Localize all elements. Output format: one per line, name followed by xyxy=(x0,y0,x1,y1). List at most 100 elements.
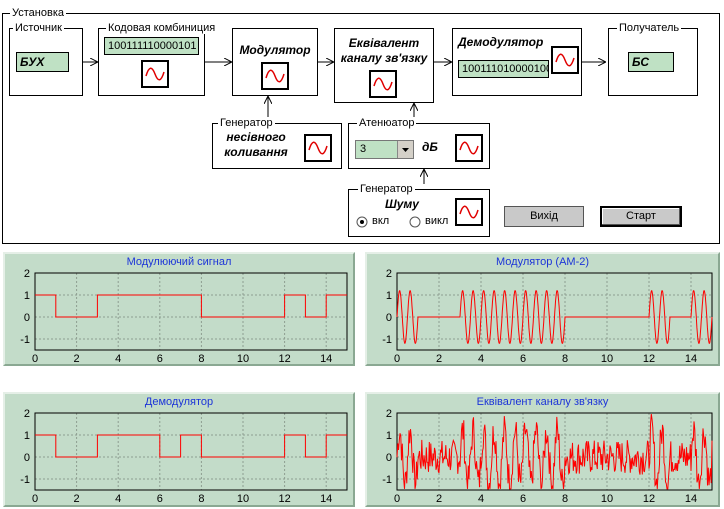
x-tick-label: 8 xyxy=(198,493,204,505)
x-tick-label: 4 xyxy=(115,353,121,365)
modulator-signal-button[interactable] xyxy=(261,62,289,90)
sine-icon xyxy=(555,53,575,67)
x-tick-label: 2 xyxy=(74,493,80,505)
sine-icon xyxy=(459,141,479,155)
x-tick-label: 6 xyxy=(520,353,526,365)
channel-signal-button[interactable] xyxy=(369,70,397,98)
y-tick-label: 0 xyxy=(24,312,30,324)
sine-icon xyxy=(459,205,479,219)
x-tick-label: 2 xyxy=(436,493,442,505)
exit-button[interactable]: Вихід xyxy=(504,206,584,227)
chart-title: Демодулятор xyxy=(144,396,214,408)
carrier-title: несівного коливання xyxy=(224,130,288,159)
x-tick-label: 4 xyxy=(478,353,484,365)
noise-on-label: вкл xyxy=(372,215,390,227)
chart-title: Еквівалент каналу зв'язку xyxy=(476,396,609,408)
x-tick-label: 0 xyxy=(32,493,38,505)
x-tick-label: 10 xyxy=(237,353,249,365)
demodulator-signal-button[interactable] xyxy=(551,46,579,74)
radio-checked-icon xyxy=(356,216,368,228)
x-tick-label: 10 xyxy=(601,353,613,365)
start-button[interactable]: Старт xyxy=(600,206,682,227)
source-display: БУХ xyxy=(16,52,69,72)
modulator-title: Модулятор xyxy=(239,43,311,57)
modulator-box xyxy=(232,28,318,96)
x-tick-label: 14 xyxy=(320,493,332,505)
x-tick-label: 14 xyxy=(685,353,697,365)
y-tick-label: 2 xyxy=(386,408,392,420)
flow-arrows xyxy=(83,0,724,184)
x-tick-label: 4 xyxy=(115,493,121,505)
noise-box xyxy=(348,189,490,237)
signal-trace xyxy=(35,434,347,458)
y-tick-label: 2 xyxy=(24,268,30,280)
x-tick-label: 6 xyxy=(520,493,526,505)
channel-box xyxy=(334,28,434,103)
y-tick-label: 0 xyxy=(386,312,392,324)
noise-label: Генератор xyxy=(358,183,415,195)
carrier-box xyxy=(212,123,342,169)
y-tick-label: 0 xyxy=(24,452,30,464)
x-tick-label: 12 xyxy=(643,493,655,505)
channel-title: Еквівалент каналу зв'язку xyxy=(340,36,428,65)
setup-group xyxy=(2,13,720,244)
x-tick-label: 6 xyxy=(157,493,163,505)
attenuator-signal-button[interactable] xyxy=(455,134,483,162)
code-signal-button[interactable] xyxy=(141,60,169,88)
x-tick-label: 12 xyxy=(278,353,290,365)
demodulator-display: 10011101000010010 xyxy=(458,60,549,78)
chart-demodulator: Демодулятор 0 2 4 6 8 10 12 14 2 1 0 -1 xyxy=(3,392,355,507)
y-tick-label: -1 xyxy=(20,474,30,486)
plot-frame xyxy=(34,412,348,491)
x-tick-label: 8 xyxy=(562,493,568,505)
x-tick-label: 2 xyxy=(436,353,442,365)
code-label: Кодовая комбиниция xyxy=(106,22,218,34)
noise-title: Шуму xyxy=(385,197,419,211)
sine-icon xyxy=(265,69,285,83)
plot-frame xyxy=(34,272,348,351)
y-tick-label: 1 xyxy=(386,290,392,302)
y-tick-label: -1 xyxy=(20,334,30,346)
chart-title: Модулятор (АМ-2) xyxy=(495,256,590,268)
sine-icon xyxy=(373,77,393,91)
x-tick-label: 6 xyxy=(157,353,163,365)
chart-title: Модулюючий сигнал xyxy=(126,256,232,268)
signal-trace xyxy=(35,294,347,318)
carrier-signal-button[interactable] xyxy=(304,134,332,162)
x-tick-label: 8 xyxy=(562,353,568,365)
receiver-label: Получатель xyxy=(617,22,682,34)
attenuator-label: Атенюатор xyxy=(357,117,417,129)
x-tick-label: 0 xyxy=(394,493,400,505)
demodulator-title: Демодулятор xyxy=(458,35,544,49)
chart-modulator: Модулятор (АМ-2) 0 2 4 6 8 10 12 14 2 1 0 -1 xyxy=(365,252,720,366)
x-tick-label: 0 xyxy=(32,353,38,365)
noise-off-label: викл xyxy=(425,215,449,227)
attenuator-select[interactable]: 3 xyxy=(355,140,414,159)
y-tick-label: 2 xyxy=(386,268,392,280)
setup-title: Установка xyxy=(10,7,66,19)
radio-unchecked-icon xyxy=(409,216,421,228)
chart-modulating: Модулюючий сигнал 0 2 4 6 8 10 12 14 2 1 0 -1 xyxy=(3,252,355,366)
y-tick-label: 1 xyxy=(24,430,30,442)
x-tick-label: 8 xyxy=(198,353,204,365)
y-tick-label: 1 xyxy=(386,430,392,442)
signal-trace xyxy=(396,290,713,344)
code-display: 100111110000101 xyxy=(104,37,199,55)
receiver-display: БС xyxy=(628,52,674,72)
x-tick-label: 0 xyxy=(394,353,400,365)
x-tick-label: 2 xyxy=(74,353,80,365)
y-tick-label: -1 xyxy=(382,474,392,486)
chart-channel: Еквівалент каналу зв'язку 0 2 4 6 8 10 12 14 2 1 0… xyxy=(365,392,720,507)
chevron-down-icon[interactable] xyxy=(397,141,413,158)
noise-signal-button[interactable] xyxy=(455,198,483,226)
y-tick-label: 0 xyxy=(386,452,392,464)
carrier-label: Генератор xyxy=(218,117,275,129)
attenuator-unit: дБ xyxy=(422,140,438,154)
x-tick-label: 14 xyxy=(685,493,697,505)
x-tick-label: 12 xyxy=(643,353,655,365)
attenuator-box xyxy=(348,123,490,169)
x-tick-label: 14 xyxy=(320,353,332,365)
sine-icon xyxy=(145,67,165,81)
x-tick-label: 10 xyxy=(601,493,613,505)
attenuator-value: 3 xyxy=(360,143,367,155)
